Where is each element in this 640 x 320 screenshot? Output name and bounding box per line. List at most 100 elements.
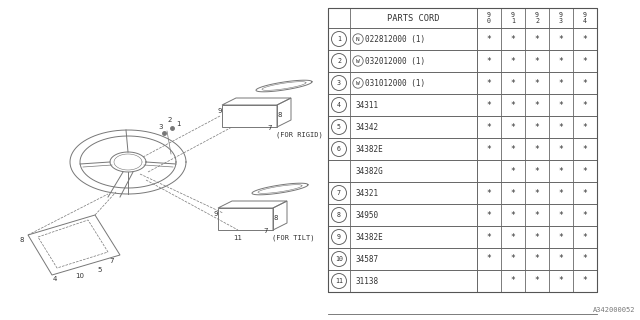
Text: 10: 10 (335, 256, 343, 262)
Text: 7: 7 (109, 258, 115, 264)
Text: 11: 11 (233, 235, 242, 241)
Text: *: * (534, 188, 540, 197)
Text: 5: 5 (337, 124, 341, 130)
Text: *: * (511, 211, 515, 220)
Text: 11: 11 (335, 278, 343, 284)
Text: *: * (534, 123, 540, 132)
Text: *: * (486, 78, 492, 87)
Text: 1: 1 (337, 36, 341, 42)
Text: 34950: 34950 (356, 211, 379, 220)
Text: 10: 10 (76, 273, 84, 279)
Text: *: * (582, 166, 588, 175)
Text: *: * (582, 233, 588, 242)
Text: *: * (511, 123, 515, 132)
Text: *: * (582, 100, 588, 109)
Text: 2: 2 (337, 58, 341, 64)
Text: 34321: 34321 (356, 188, 379, 197)
Text: *: * (511, 57, 515, 66)
Text: *: * (486, 211, 492, 220)
Text: PARTS CORD: PARTS CORD (387, 13, 440, 22)
Text: 022812000 (1): 022812000 (1) (365, 35, 425, 44)
Text: *: * (559, 233, 563, 242)
Text: 34587: 34587 (356, 254, 379, 263)
Text: *: * (559, 188, 563, 197)
Text: *: * (559, 254, 563, 263)
Text: *: * (511, 145, 515, 154)
Text: 7: 7 (263, 228, 268, 234)
Text: *: * (511, 166, 515, 175)
Text: 34382E: 34382E (356, 145, 384, 154)
Text: 9: 9 (337, 234, 341, 240)
Text: *: * (511, 233, 515, 242)
Text: *: * (486, 145, 492, 154)
Text: *: * (534, 254, 540, 263)
Text: *: * (559, 35, 563, 44)
Text: *: * (582, 35, 588, 44)
Text: *: * (534, 233, 540, 242)
Text: *: * (511, 254, 515, 263)
Text: *: * (486, 188, 492, 197)
Text: *: * (511, 188, 515, 197)
Text: 31138: 31138 (356, 276, 379, 285)
Text: *: * (559, 57, 563, 66)
Text: 9
3: 9 3 (559, 12, 563, 24)
Text: *: * (582, 57, 588, 66)
Text: 4: 4 (53, 276, 57, 282)
Text: *: * (486, 57, 492, 66)
Text: 4: 4 (337, 102, 341, 108)
Text: *: * (486, 35, 492, 44)
Text: 032012000 (1): 032012000 (1) (365, 57, 425, 66)
Text: *: * (582, 188, 588, 197)
Text: 9
4: 9 4 (583, 12, 587, 24)
Text: 3: 3 (158, 124, 163, 130)
Text: *: * (534, 166, 540, 175)
Text: 031012000 (1): 031012000 (1) (365, 78, 425, 87)
Text: *: * (486, 100, 492, 109)
Text: *: * (582, 254, 588, 263)
Text: 9
2: 9 2 (535, 12, 539, 24)
Text: *: * (534, 78, 540, 87)
Text: 7: 7 (337, 190, 341, 196)
Bar (328, 8, 597, 292)
Text: 6: 6 (337, 146, 341, 152)
Text: 1: 1 (176, 121, 180, 127)
Text: *: * (559, 276, 563, 285)
Text: 7: 7 (267, 125, 271, 131)
Text: W: W (356, 59, 360, 63)
Text: *: * (534, 145, 540, 154)
Text: *: * (486, 123, 492, 132)
Text: 8: 8 (277, 112, 282, 118)
Text: W: W (356, 81, 360, 85)
Text: *: * (582, 78, 588, 87)
Text: *: * (559, 211, 563, 220)
Text: *: * (511, 35, 515, 44)
Text: 8: 8 (273, 215, 278, 221)
Text: 34342: 34342 (356, 123, 379, 132)
Text: *: * (534, 57, 540, 66)
Text: N: N (356, 36, 360, 42)
Text: (FOR RIGID): (FOR RIGID) (276, 132, 323, 138)
Text: 34382G: 34382G (356, 166, 384, 175)
Text: *: * (511, 78, 515, 87)
Text: 3: 3 (337, 80, 341, 86)
Text: 9: 9 (217, 108, 221, 114)
Text: *: * (582, 145, 588, 154)
Text: *: * (486, 254, 492, 263)
Text: *: * (559, 78, 563, 87)
Text: *: * (582, 276, 588, 285)
Text: *: * (559, 145, 563, 154)
Text: *: * (534, 100, 540, 109)
Text: 34311: 34311 (356, 100, 379, 109)
Text: *: * (534, 35, 540, 44)
Text: *: * (511, 276, 515, 285)
Text: *: * (582, 211, 588, 220)
Text: 34382E: 34382E (356, 233, 384, 242)
Text: *: * (559, 123, 563, 132)
Text: 5: 5 (98, 267, 102, 273)
Text: 8: 8 (337, 212, 341, 218)
Text: *: * (486, 233, 492, 242)
Text: *: * (534, 276, 540, 285)
Text: A342000052: A342000052 (593, 307, 635, 313)
Text: 9
0: 9 0 (487, 12, 491, 24)
Text: *: * (559, 100, 563, 109)
